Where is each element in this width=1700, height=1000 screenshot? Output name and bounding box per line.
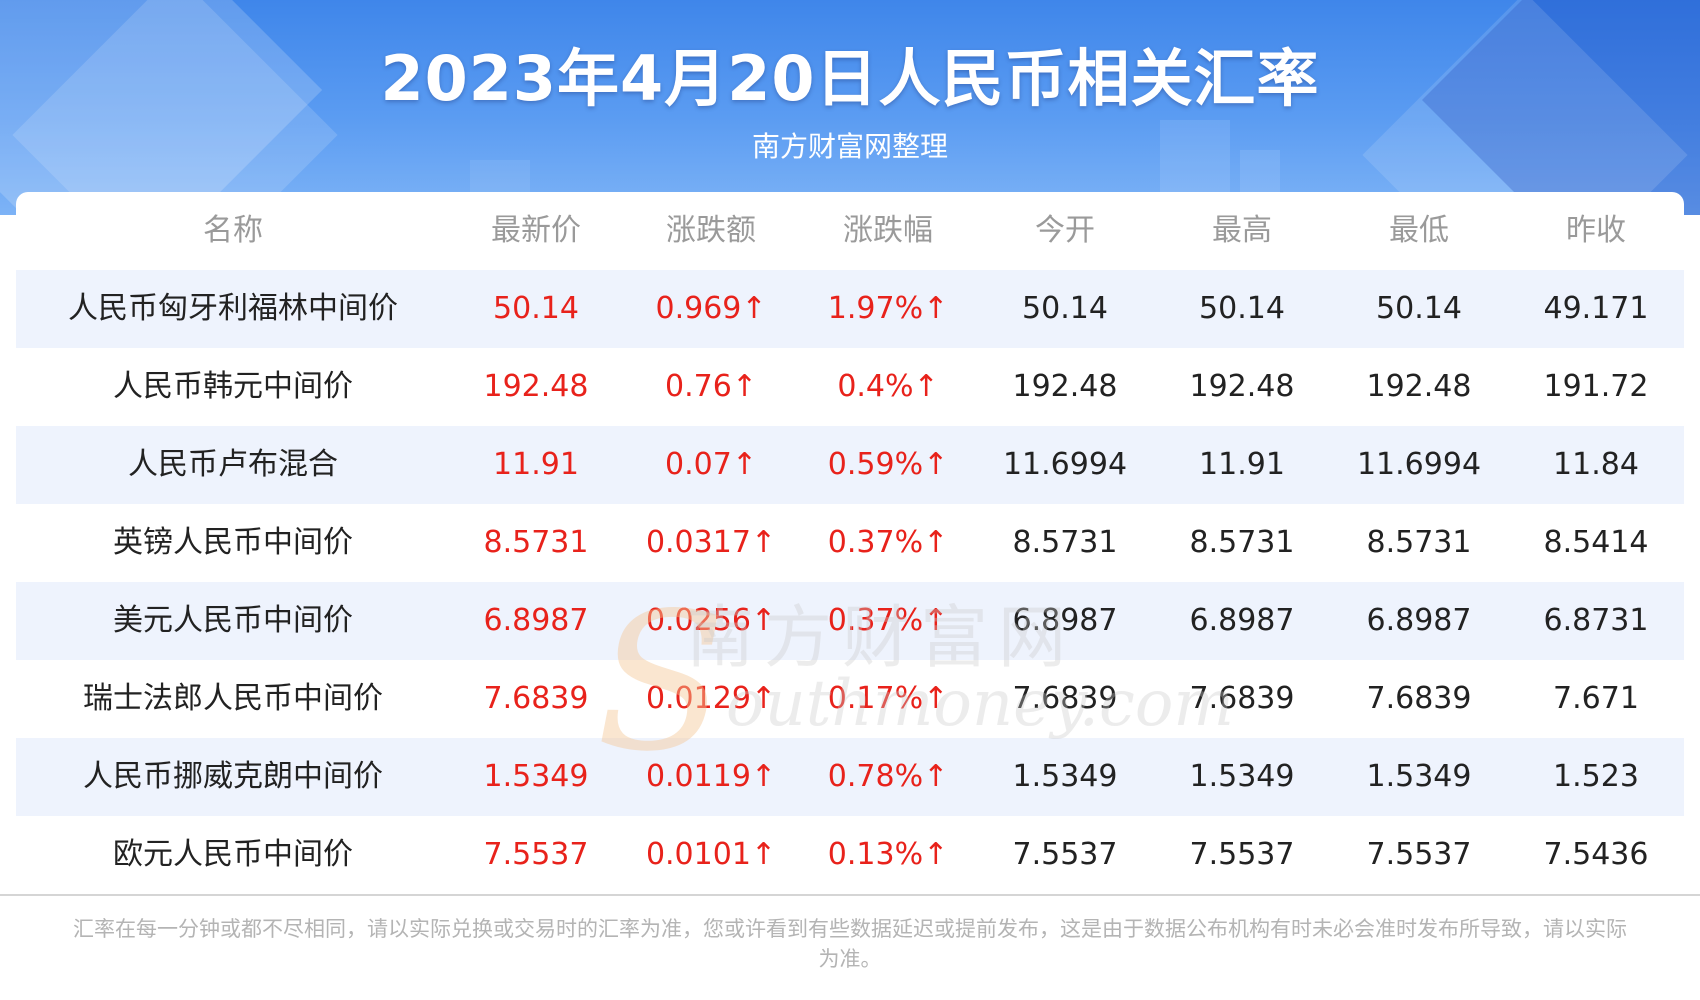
rate-name: 人民币卢布混合: [128, 447, 338, 482]
change-amount: 0.76↑: [665, 369, 757, 404]
open-price: 8.5731: [1012, 525, 1118, 560]
latest-price: 7.6839: [483, 681, 589, 716]
high-price: 1.5349: [1189, 759, 1295, 794]
latest-price: 7.5537: [483, 837, 589, 872]
change-amount: 0.0101↑: [645, 837, 777, 872]
prev-close: 7.5436: [1543, 837, 1649, 872]
page-title: 2023年4月20日人民币相关汇率: [380, 42, 1320, 115]
latest-price: 1.5349: [483, 759, 589, 794]
table-row: 英镑人民币中间价 8.5731 0.0317↑ 0.37%↑ 8.5731 8.…: [16, 504, 1684, 582]
prev-close: 7.671: [1553, 681, 1639, 716]
open-price: 11.6994: [1002, 447, 1128, 482]
page-subtitle: 南方财富网整理: [751, 130, 948, 163]
high-price: 6.8987: [1189, 603, 1295, 638]
column-header: 最新价: [491, 213, 581, 248]
rate-name: 美元人民币中间价: [113, 603, 353, 638]
high-price: 7.6839: [1189, 681, 1295, 716]
low-price: 6.8987: [1366, 603, 1472, 638]
low-price: 7.5537: [1366, 837, 1472, 872]
column-header: 涨跌幅: [843, 213, 933, 248]
table-row: 欧元人民币中间价 7.5537 0.0101↑ 0.13%↑ 7.5537 7.…: [16, 816, 1684, 892]
change-amount: 0.07↑: [665, 447, 757, 482]
table-row: 人民币匈牙利福林中间价 50.14 0.969↑ 1.97%↑ 50.14 50…: [16, 270, 1684, 348]
column-header: 今开: [1035, 213, 1095, 248]
latest-price: 50.14: [493, 291, 579, 326]
prev-close: 1.523: [1553, 759, 1639, 794]
column-header: 昨收: [1566, 213, 1626, 248]
change-amount: 0.0119↑: [645, 759, 777, 794]
column-header: 最高: [1212, 213, 1272, 248]
prev-close: 191.72: [1543, 369, 1649, 404]
rate-table: 名称 最新价 涨跌额 涨跌幅 今开 最高 最低 昨收 人民币匈牙利福林中间价 5…: [16, 192, 1684, 892]
header-banner: 2023年4月20日人民币相关汇率 南方财富网整理: [0, 0, 1700, 215]
rate-name: 人民币韩元中间价: [113, 369, 353, 404]
latest-price: 8.5731: [483, 525, 589, 560]
open-price: 50.14: [1022, 291, 1108, 326]
low-price: 50.14: [1376, 291, 1462, 326]
open-price: 6.8987: [1012, 603, 1118, 638]
latest-price: 11.91: [493, 447, 579, 482]
rate-name: 瑞士法郎人民币中间价: [83, 681, 383, 716]
table-row: 人民币卢布混合 11.91 0.07↑ 0.59%↑ 11.6994 11.91…: [16, 426, 1684, 504]
low-price: 8.5731: [1366, 525, 1472, 560]
change-amount: 0.0129↑: [645, 681, 777, 716]
open-price: 7.6839: [1012, 681, 1118, 716]
open-price: 7.5537: [1012, 837, 1118, 872]
open-price: 192.48: [1012, 369, 1118, 404]
change-percent: 0.59%↑: [827, 447, 949, 482]
change-amount: 0.0317↑: [645, 525, 777, 560]
change-percent: 0.13%↑: [827, 837, 949, 872]
table-row: 瑞士法郎人民币中间价 7.6839 0.0129↑ 0.17%↑ 7.6839 …: [16, 660, 1684, 738]
table-row: 人民币挪威克朗中间价 1.5349 0.0119↑ 0.78%↑ 1.5349 …: [16, 738, 1684, 816]
low-price: 1.5349: [1366, 759, 1472, 794]
column-header: 最低: [1389, 213, 1449, 248]
change-amount: 0.969↑: [655, 291, 767, 326]
change-amount: 0.0256↑: [645, 603, 777, 638]
prev-close: 8.5414: [1543, 525, 1649, 560]
column-header: 名称: [203, 213, 263, 248]
high-price: 8.5731: [1189, 525, 1295, 560]
change-percent: 0.4%↑: [837, 369, 939, 404]
rate-name: 欧元人民币中间价: [113, 837, 353, 872]
high-price: 50.14: [1199, 291, 1285, 326]
table-row: 美元人民币中间价 6.8987 0.0256↑ 0.37%↑ 6.8987 6.…: [16, 582, 1684, 660]
low-price: 192.48: [1366, 369, 1472, 404]
disclaimer-text: 汇率在每一分钟或都不尽相同，请以实际兑换或交易时的汇率为准，您或许看到有些数据延…: [73, 917, 1627, 971]
table-header: 名称 最新价 涨跌额 涨跌幅 今开 最高 最低 昨收: [16, 192, 1684, 270]
low-price: 11.6994: [1356, 447, 1482, 482]
change-percent: 0.17%↑: [827, 681, 949, 716]
prev-close: 11.84: [1553, 447, 1639, 482]
prev-close: 6.8731: [1543, 603, 1649, 638]
high-price: 11.91: [1199, 447, 1285, 482]
divider: [0, 894, 1700, 896]
latest-price: 6.8987: [483, 603, 589, 638]
prev-close: 49.171: [1543, 291, 1649, 326]
latest-price: 192.48: [483, 369, 589, 404]
rate-name: 英镑人民币中间价: [113, 525, 353, 560]
high-price: 192.48: [1189, 369, 1295, 404]
change-percent: 1.97%↑: [827, 291, 949, 326]
change-percent: 0.78%↑: [827, 759, 949, 794]
change-percent: 0.37%↑: [827, 525, 949, 560]
low-price: 7.6839: [1366, 681, 1472, 716]
rate-name: 人民币匈牙利福林中间价: [68, 291, 398, 326]
change-percent: 0.37%↑: [827, 603, 949, 638]
column-header: 涨跌额: [666, 213, 756, 248]
rate-name: 人民币挪威克朗中间价: [83, 759, 383, 794]
table-row: 人民币韩元中间价 192.48 0.76↑ 0.4%↑ 192.48 192.4…: [16, 348, 1684, 426]
open-price: 1.5349: [1012, 759, 1118, 794]
high-price: 7.5537: [1189, 837, 1295, 872]
